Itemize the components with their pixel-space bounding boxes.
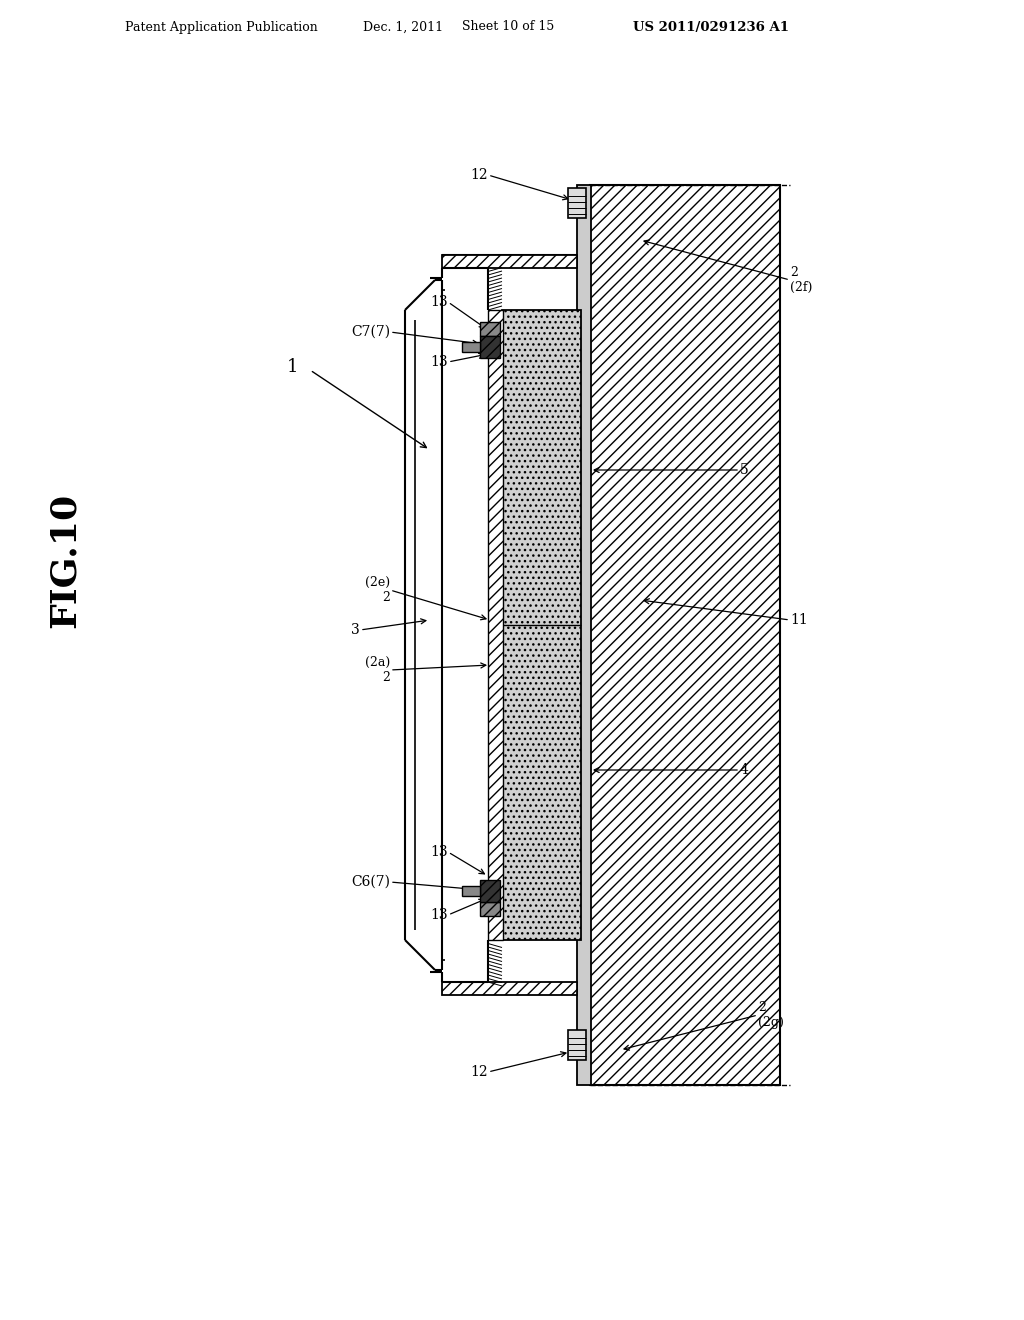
Text: 13: 13: [430, 908, 449, 921]
Text: 4: 4: [740, 763, 749, 777]
Bar: [480, 880, 500, 902]
Text: C6(7): C6(7): [351, 875, 390, 888]
Text: 13: 13: [430, 355, 449, 370]
Text: (2e)
2: (2e) 2: [365, 576, 390, 605]
Text: 13: 13: [430, 294, 449, 309]
Text: 11: 11: [790, 612, 808, 627]
Text: 13: 13: [430, 845, 449, 859]
Polygon shape: [442, 255, 577, 268]
Text: US 2011/0291236 A1: US 2011/0291236 A1: [633, 21, 790, 33]
Bar: [488, 310, 503, 940]
Text: 2
(2g): 2 (2g): [758, 1001, 784, 1030]
Text: Patent Application Publication: Patent Application Publication: [125, 21, 317, 33]
Bar: [480, 322, 500, 337]
Bar: [577, 185, 591, 1085]
Text: Dec. 1, 2011: Dec. 1, 2011: [362, 21, 443, 33]
Bar: [480, 337, 500, 358]
Bar: [462, 342, 480, 352]
Text: 12: 12: [470, 1065, 488, 1078]
Text: 3: 3: [351, 623, 360, 638]
Bar: [568, 187, 586, 218]
Bar: [590, 185, 780, 1085]
Text: 5: 5: [740, 463, 749, 477]
Bar: [480, 902, 500, 916]
Text: FIG.10: FIG.10: [48, 492, 82, 627]
Text: 2
(2f): 2 (2f): [790, 267, 812, 294]
Polygon shape: [442, 982, 577, 995]
Bar: [462, 886, 480, 896]
Text: Sheet 10 of 15: Sheet 10 of 15: [462, 21, 554, 33]
Text: C7(7): C7(7): [351, 325, 390, 339]
Bar: [568, 1030, 586, 1060]
Text: 12: 12: [470, 168, 488, 182]
Bar: [502, 310, 581, 940]
Text: (2a)
2: (2a) 2: [365, 656, 390, 684]
Text: 1: 1: [287, 358, 298, 376]
